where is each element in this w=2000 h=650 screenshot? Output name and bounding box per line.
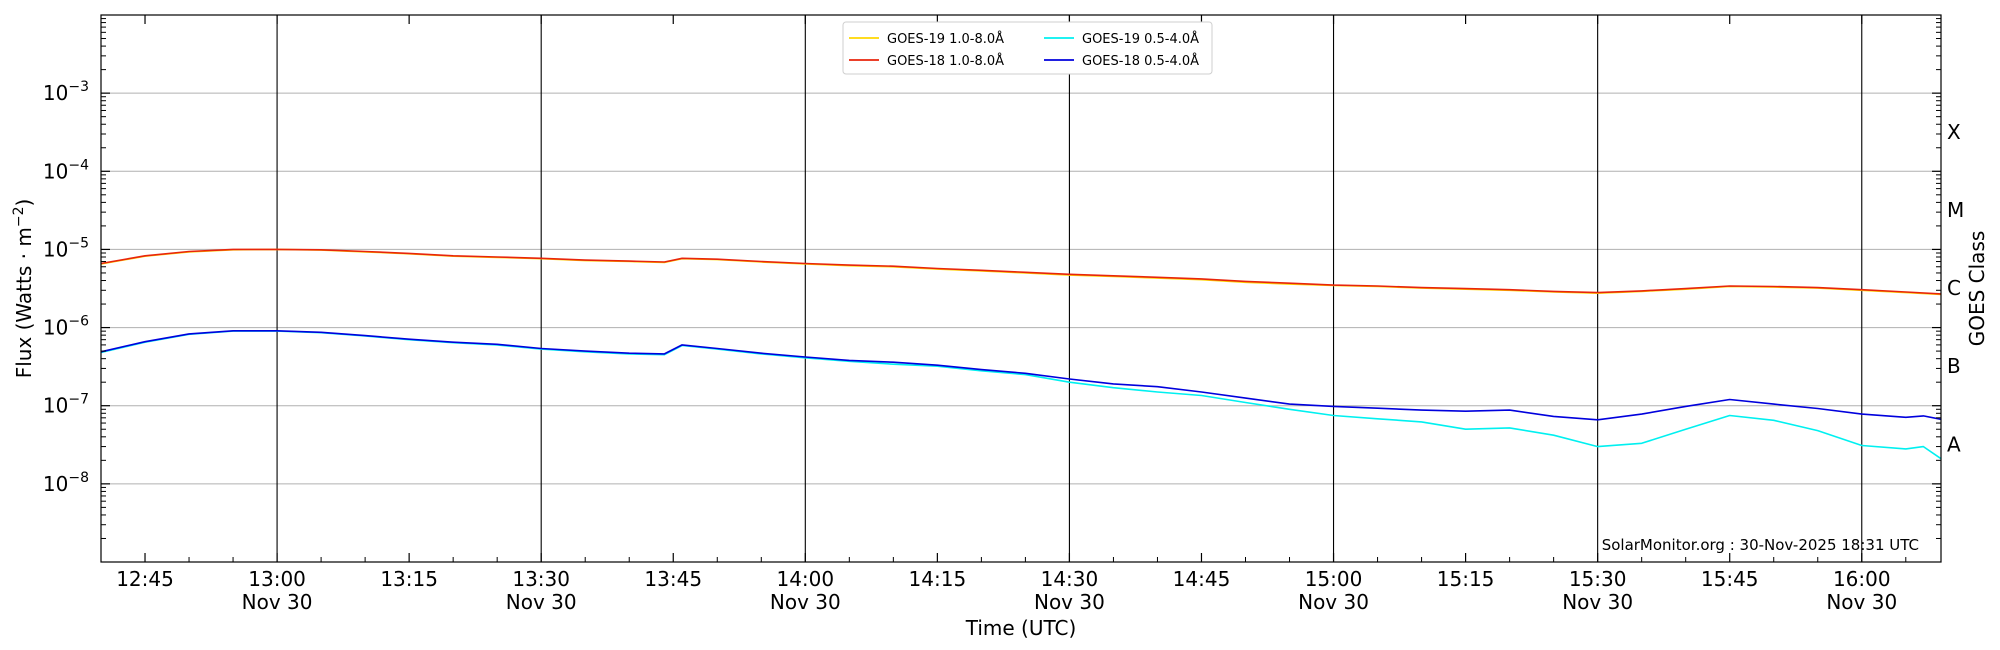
goes-class-m: M	[1947, 198, 1964, 222]
x-tick-label-1530: 15:30	[1569, 567, 1627, 591]
x-tick-date-1300: Nov 30	[242, 590, 313, 614]
x-tick-label-1245: 12:45	[116, 567, 174, 591]
y-axis-title-suffix: )	[12, 199, 36, 207]
y-tick-label-6: 10−8	[43, 470, 89, 496]
x-tick-label-1300: 13:00	[248, 567, 306, 591]
y-tick-label-2: 10−4	[43, 157, 89, 183]
x-tick-label-1515: 15:15	[1437, 567, 1495, 591]
y-tick-label-5: 10−7	[43, 392, 89, 418]
goes-class-c: C	[1947, 276, 1961, 300]
goes-class-x: X	[1947, 120, 1961, 144]
goes-class-a: A	[1947, 432, 1961, 456]
y-axis-title-exp: −2	[11, 207, 27, 228]
x-tick-date-1400: Nov 30	[770, 590, 841, 614]
series-layer	[100, 248, 1942, 460]
x-tick-label-1545: 15:45	[1701, 567, 1759, 591]
x-tick-label-1445: 14:45	[1173, 567, 1231, 591]
y-tick-label-1: 10−3	[43, 79, 89, 105]
plot-frame	[100, 14, 1942, 563]
legend-frame	[842, 21, 1213, 75]
x-tick-label-1500: 15:00	[1305, 567, 1363, 591]
y-tick-label-4: 10−6	[43, 314, 89, 340]
x-tick-date-1530: Nov 30	[1562, 590, 1633, 614]
day-lines	[276, 15, 1863, 562]
goes-class-title: GOES Class	[1965, 231, 1989, 347]
y-axis-title-prefix: Flux (Watts · m	[12, 227, 36, 378]
x-tick-label-1345: 13:45	[644, 567, 702, 591]
y-tick-label-3: 10−5	[43, 235, 89, 261]
y-axis: 10−3 10−4 10−5 10−6 10−7 10−8	[43, 18, 1941, 539]
x-tick-label-1415: 14:15	[909, 567, 967, 591]
x-tick-date-1500: Nov 30	[1298, 590, 1369, 614]
goes-class-b: B	[1947, 354, 1961, 378]
x-tick-date-1430: Nov 30	[1034, 590, 1105, 614]
legend-label-3: GOES-19 0.5-4.0Å	[1082, 31, 1199, 47]
x-tick-date-1600: Nov 30	[1826, 590, 1897, 614]
y-axis-title: Flux (Watts · m−2)	[11, 199, 36, 379]
source-annotation: SolarMonitor.org : 30-Nov-2025 18:31 UTC	[1602, 536, 1919, 554]
legend: GOES-19 1.0-8.0Å GOES-19 0.5-4.0Å GOES-18 …	[842, 21, 1213, 75]
x-tick-label-1315: 13:15	[380, 567, 438, 591]
grid-layer	[101, 92, 1941, 485]
x-tick-date-1330: Nov 30	[506, 590, 577, 614]
legend-label-2: GOES-18 1.0-8.0Å	[887, 53, 1004, 69]
x-tick-label-1330: 13:30	[512, 567, 570, 591]
series-line-2	[100, 248, 1942, 295]
x-axis-title: Time (UTC)	[965, 616, 1077, 640]
x-tick-label-1600: 16:00	[1833, 567, 1891, 591]
series-line-4	[100, 329, 1942, 421]
x-tick-label-1430: 14:30	[1041, 567, 1099, 591]
x-tick-label-1400: 14:00	[776, 567, 834, 591]
legend-label-4: GOES-18 0.5-4.0Å	[1082, 53, 1199, 69]
legend-label-1: GOES-19 1.0-8.0Å	[887, 31, 1004, 47]
goes-class-axis: X M C B A	[1947, 120, 1964, 457]
